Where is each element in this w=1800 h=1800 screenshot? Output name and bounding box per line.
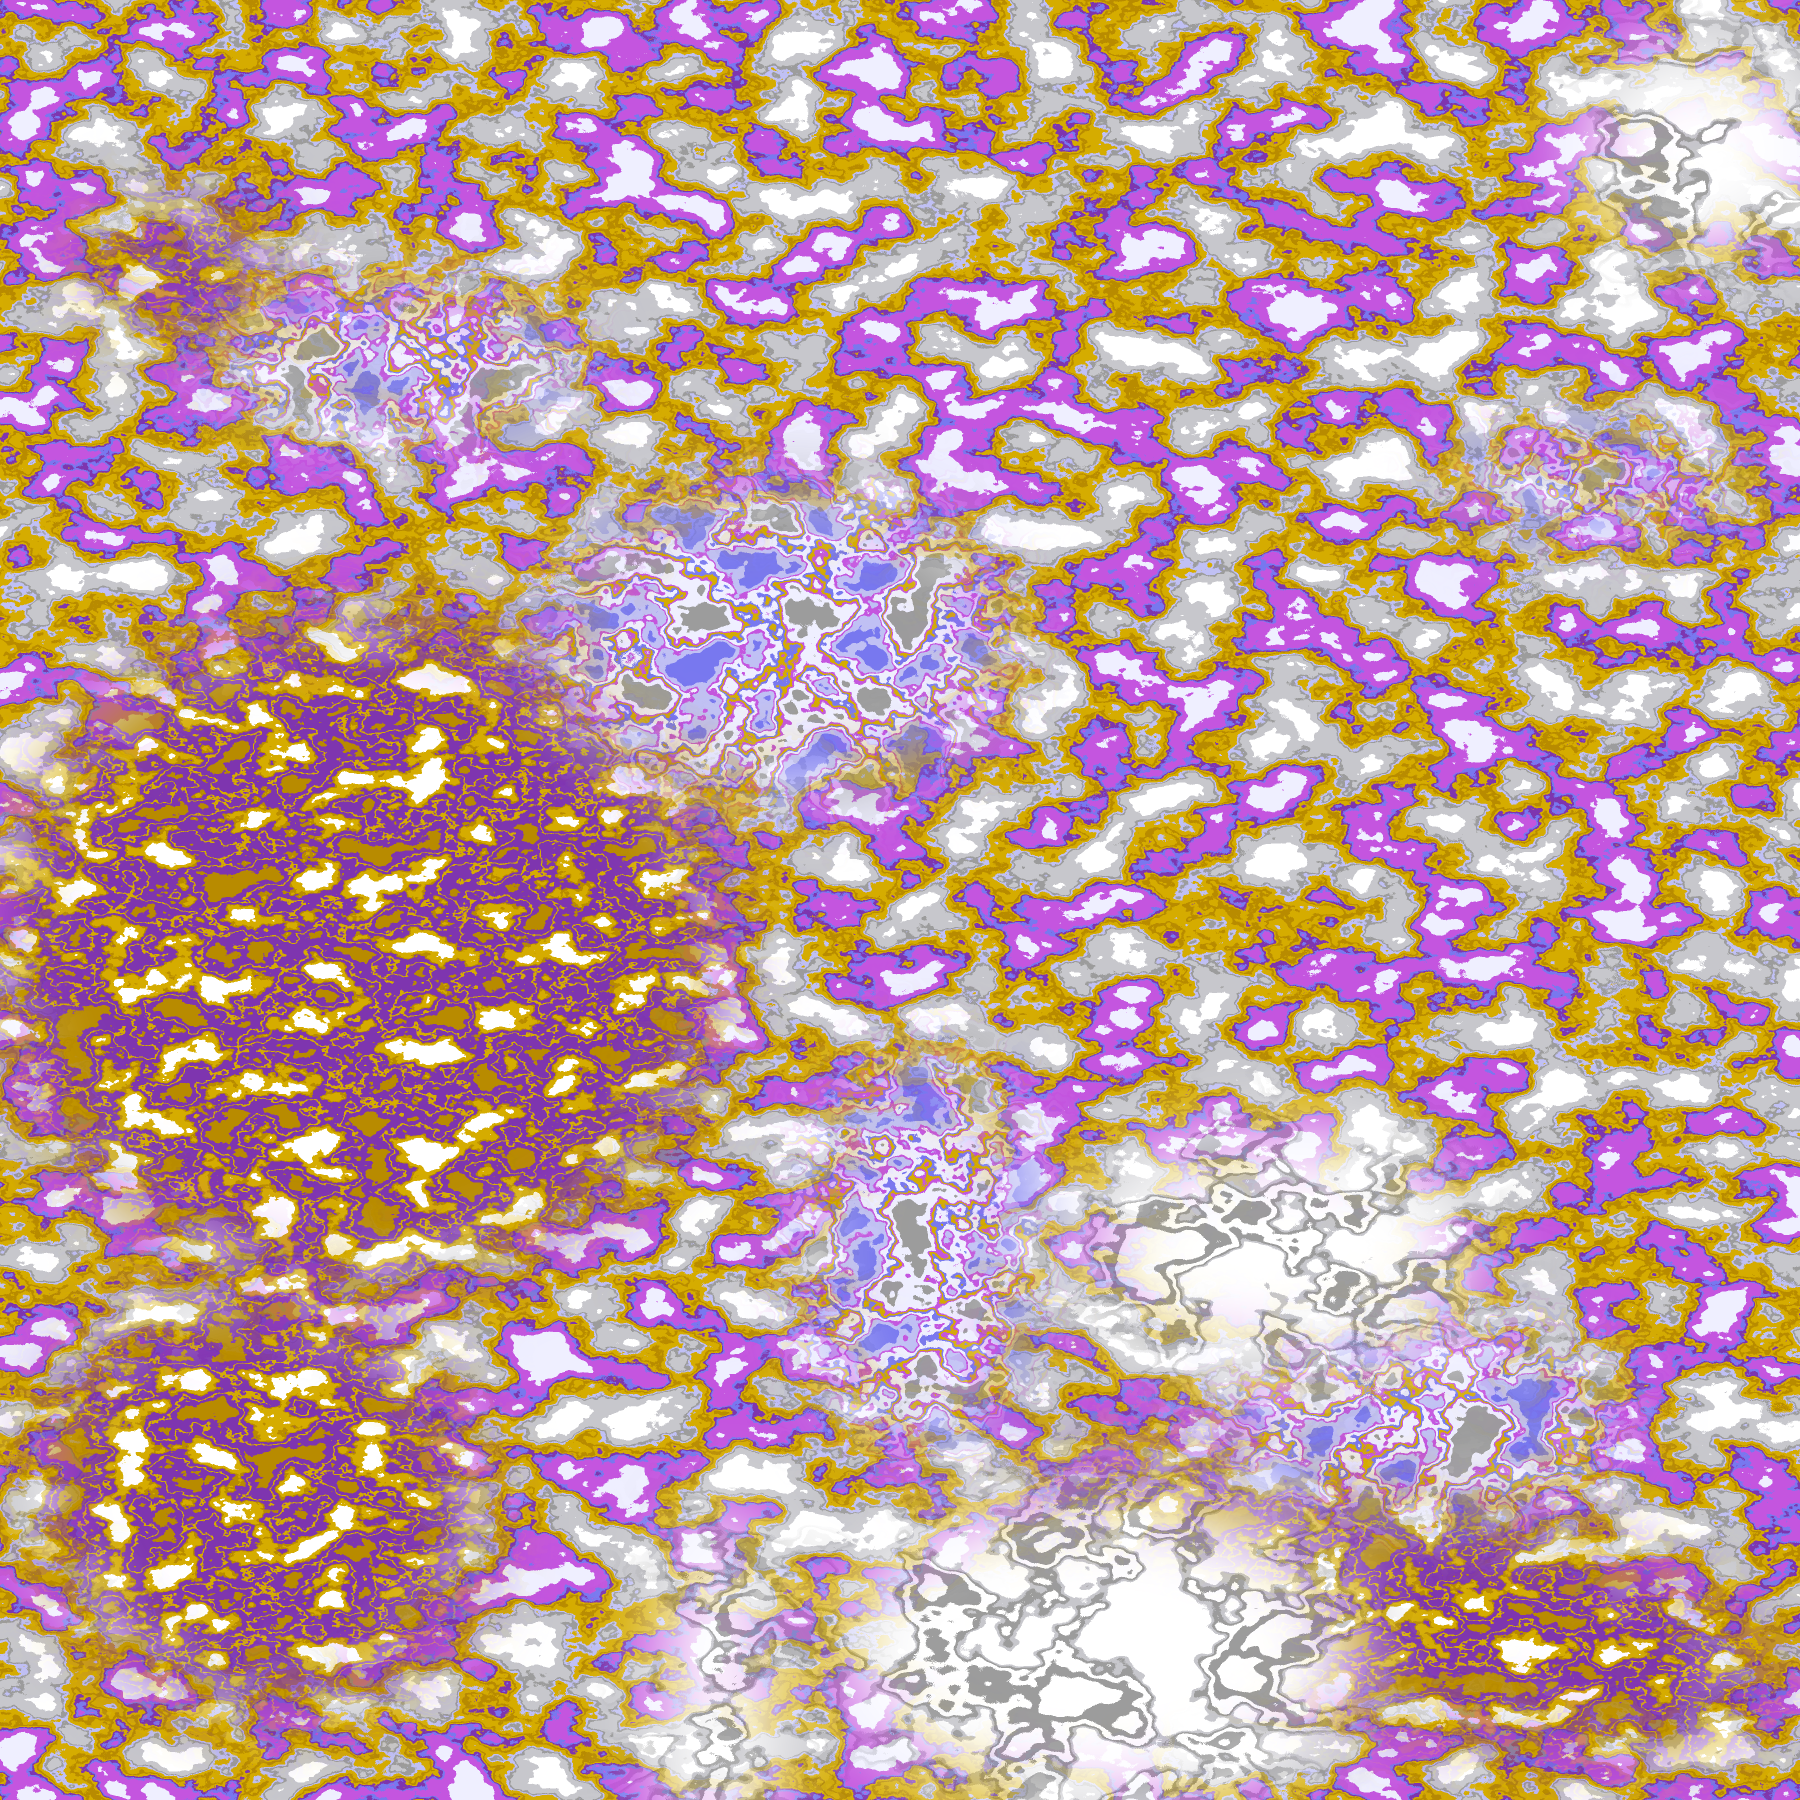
satellite-cloud-map [0,0,1800,1800]
clear-sky-region [0,0,1800,1800]
